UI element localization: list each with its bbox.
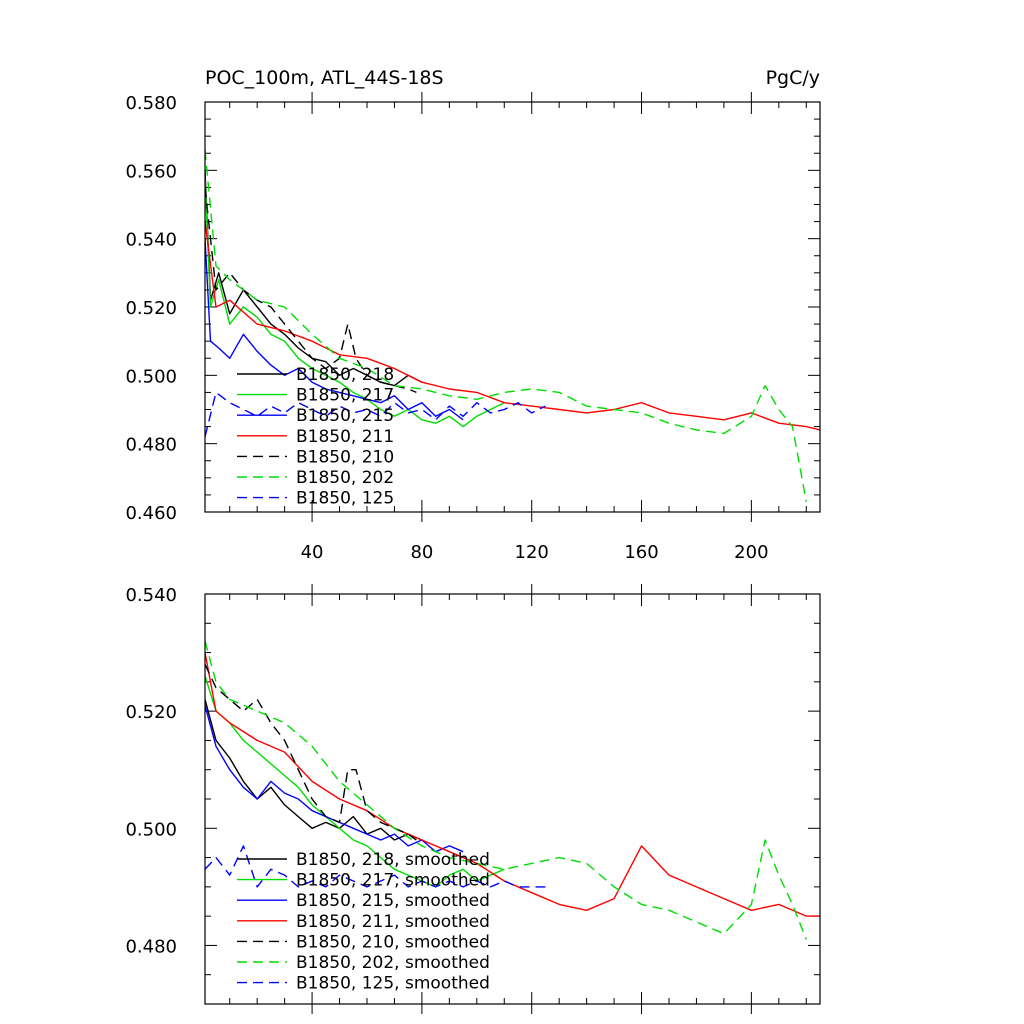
legend-label-2: B1850, 217 bbox=[296, 386, 394, 406]
legend-label-6: B1850, 202 bbox=[296, 468, 394, 488]
series-line-1 bbox=[205, 699, 423, 841]
x-tick-label: 80 bbox=[410, 542, 433, 563]
y-tick-label: 0.500 bbox=[125, 366, 177, 387]
x-tick-label: 200 bbox=[734, 542, 768, 563]
legend-label-4: B1850, 211, smoothed bbox=[296, 912, 490, 932]
legend-label-7: B1850, 125 bbox=[296, 489, 394, 509]
chart-panel-1: POC_100m, ATL_44S-18S PgC/y 0.460 0.480 0.50… bbox=[125, 67, 821, 563]
y-tick-label: 0.480 bbox=[125, 936, 177, 957]
y-tick-label: 0.520 bbox=[125, 298, 177, 319]
series-line-4 bbox=[205, 652, 820, 917]
x-tick-label: 160 bbox=[624, 542, 658, 563]
series-line-4 bbox=[205, 221, 820, 431]
plot-frame bbox=[204, 593, 821, 1005]
legend-label-5: B1850, 210 bbox=[296, 447, 394, 467]
chart-title: POC_100m, ATL_44S-18S bbox=[205, 67, 444, 89]
series-line-7 bbox=[205, 845, 546, 888]
series-line-2 bbox=[205, 675, 505, 888]
y-tick-label: 0.500 bbox=[125, 819, 177, 840]
series-line-5 bbox=[205, 187, 417, 394]
legend-label-6: B1850, 202, smoothed bbox=[296, 953, 490, 973]
series-group bbox=[205, 640, 820, 940]
series-line-3 bbox=[205, 705, 464, 853]
x-tick-label: 120 bbox=[515, 542, 549, 563]
y-tick-label: 0.460 bbox=[125, 503, 177, 524]
y-tick-label: 0.580 bbox=[125, 93, 177, 114]
chart-panel-2: 0.480 0.500 0.520 0.540 B1850, 218, smoothed… bbox=[125, 584, 821, 1014]
y-tick-label: 0.480 bbox=[125, 435, 177, 456]
legend-label-4: B1850, 211 bbox=[296, 427, 394, 447]
legend-label-5: B1850, 210, smoothed bbox=[296, 932, 490, 952]
y-tick-label: 0.540 bbox=[125, 585, 177, 606]
legend-label-1: B1850, 218, smoothed bbox=[296, 850, 490, 870]
x-tick-label: 40 bbox=[301, 542, 324, 563]
y-tick-label: 0.520 bbox=[125, 702, 177, 723]
legend-label-3: B1850, 215, smoothed bbox=[296, 891, 490, 911]
y-tick-label: 0.540 bbox=[125, 230, 177, 251]
y-tick-label: 0.560 bbox=[125, 161, 177, 182]
series-line-3 bbox=[205, 238, 464, 421]
series-line-5 bbox=[205, 664, 417, 841]
legend-label-7: B1850, 125, smoothed bbox=[296, 974, 490, 994]
plot-frame bbox=[204, 101, 821, 513]
legend-label-2: B1850, 217, smoothed bbox=[296, 871, 490, 891]
chart-units: PgC/y bbox=[766, 67, 820, 89]
legend-label-1: B1850, 218 bbox=[296, 365, 394, 385]
series-line-6 bbox=[205, 640, 807, 940]
legend-label-3: B1850, 215 bbox=[296, 406, 394, 426]
